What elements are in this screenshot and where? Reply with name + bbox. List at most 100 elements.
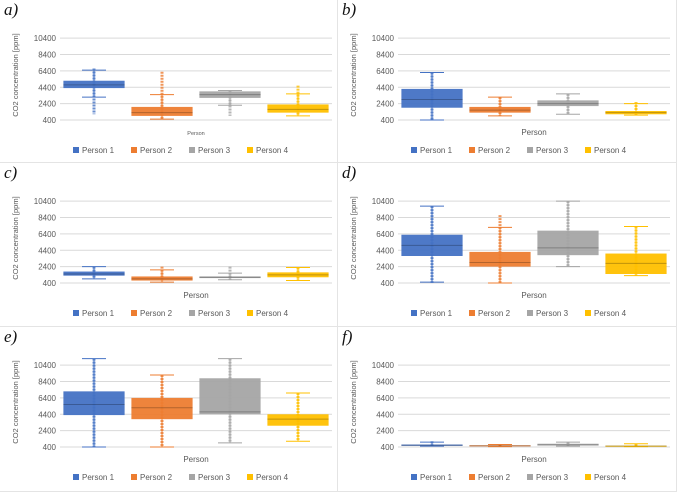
box-person-2 <box>469 96 531 117</box>
box-person-3 <box>537 200 599 268</box>
box-plot: 400 2400 4400 6400 8400 10400 CO2 concentratio… <box>11 358 332 482</box>
y-tick-label: 2400 <box>38 427 56 436</box>
legend-label: Person 4 <box>594 473 627 482</box>
panel-label: a) <box>4 0 19 19</box>
legend-label: Person 2 <box>140 309 173 318</box>
iqr-box <box>199 378 261 415</box>
box-plot: 400 2400 4400 6400 8400 10400 CO2 concentratio… <box>349 360 670 482</box>
legend-label: Person 3 <box>198 309 231 318</box>
legend-swatch <box>73 474 79 480</box>
box-person-3 <box>537 93 599 115</box>
iqr-box <box>605 253 667 274</box>
legend-swatch <box>469 310 475 316</box>
y-tick-label: 10400 <box>372 361 395 370</box>
iqr-box <box>267 272 329 278</box>
legend-label: Person 1 <box>420 473 453 482</box>
iqr-box <box>469 445 531 447</box>
legend-label: Person 1 <box>82 309 115 318</box>
box-person-4 <box>605 102 667 116</box>
iqr-box <box>131 106 193 116</box>
iqr-box <box>63 391 125 416</box>
box-person-4 <box>605 443 667 448</box>
y-tick-label: 8400 <box>38 214 56 223</box>
y-axis-label: CO2 concentration [ppm] <box>11 33 20 116</box>
legend-label: Person 2 <box>140 146 173 155</box>
legend-label: Person 3 <box>536 309 569 318</box>
legend-swatch <box>73 147 79 153</box>
y-tick-label: 2400 <box>376 263 394 272</box>
iqr-box <box>401 88 463 108</box>
y-axis-label: CO2 concentration [ppm] <box>349 360 358 443</box>
legend-swatch <box>527 147 533 153</box>
chart-panel: d) 400 2400 4400 6400 8400 10400 CO2 concentrat… <box>338 163 677 327</box>
box-plot: 400 2400 4400 6400 8400 10400 CO2 concentratio… <box>349 33 670 155</box>
legend-swatch <box>247 147 253 153</box>
chart-panel: b) 400 2400 4400 6400 8400 10400 CO2 concentrat… <box>338 0 677 163</box>
y-tick-label: 4400 <box>376 83 394 92</box>
legend-swatch <box>527 310 533 316</box>
iqr-box <box>537 230 599 256</box>
box-person-4 <box>267 85 329 117</box>
legend-swatch <box>585 310 591 316</box>
y-tick-label: 400 <box>43 279 57 288</box>
y-tick-label: 6400 <box>376 67 394 76</box>
iqr-box <box>605 111 667 115</box>
box-person-1 <box>401 441 463 447</box>
box-person-1 <box>401 205 463 283</box>
iqr-box <box>469 106 531 113</box>
iqr-box <box>469 251 531 267</box>
box-person-4 <box>267 392 329 442</box>
legend-swatch <box>189 147 195 153</box>
iqr-box <box>63 80 125 89</box>
y-tick-label: 2400 <box>376 427 394 436</box>
panel-label: e) <box>4 327 18 346</box>
legend-label: Person 1 <box>420 146 453 155</box>
legend-label: Person 4 <box>256 473 289 482</box>
y-axis-label: CO2 concentration [ppm] <box>349 33 358 116</box>
y-tick-label: 400 <box>381 279 395 288</box>
y-tick-label: 2400 <box>376 100 394 109</box>
legend-swatch <box>411 147 417 153</box>
box-person-2 <box>131 374 193 448</box>
legend-label: Person 4 <box>256 309 289 318</box>
legend-swatch <box>247 310 253 316</box>
iqr-box <box>131 397 193 420</box>
legend-label: Person 3 <box>198 146 231 155</box>
legend-swatch <box>131 474 137 480</box>
y-tick-label: 4400 <box>38 246 56 255</box>
iqr-box <box>537 443 599 446</box>
iqr-box <box>199 91 261 98</box>
legend-swatch <box>131 310 137 316</box>
legend-label: Person 4 <box>256 146 289 155</box>
legend-label: Person 2 <box>140 473 173 482</box>
iqr-box <box>537 100 599 107</box>
y-tick-label: 4400 <box>38 83 56 92</box>
legend-swatch <box>131 147 137 153</box>
y-tick-label: 8400 <box>38 378 56 387</box>
y-tick-label: 8400 <box>376 214 394 223</box>
panel-label: f) <box>342 327 353 346</box>
iqr-box <box>131 276 193 281</box>
box-person-3 <box>199 266 261 281</box>
legend-label: Person 3 <box>198 473 231 482</box>
y-axis-label: CO2 concentration [ppm] <box>11 360 20 443</box>
y-tick-label: 2400 <box>38 100 56 109</box>
y-tick-label: 10400 <box>34 361 57 370</box>
box-person-1 <box>401 72 463 121</box>
y-tick-label: 6400 <box>376 230 394 239</box>
y-tick-label: 400 <box>381 116 395 125</box>
legend-label: Person 3 <box>536 473 569 482</box>
y-tick-label: 6400 <box>38 230 56 239</box>
y-tick-label: 10400 <box>372 34 395 43</box>
legend-label: Person 2 <box>478 146 511 155</box>
x-axis-label: Person <box>521 291 546 300</box>
y-tick-label: 6400 <box>376 394 394 403</box>
y-tick-label: 400 <box>43 116 57 125</box>
box-person-3 <box>537 441 599 447</box>
y-tick-label: 10400 <box>372 197 395 206</box>
box-person-2 <box>469 215 531 284</box>
legend-swatch <box>189 474 195 480</box>
legend-swatch <box>411 310 417 316</box>
box-person-3 <box>199 90 261 116</box>
legend-label: Person 4 <box>594 309 627 318</box>
